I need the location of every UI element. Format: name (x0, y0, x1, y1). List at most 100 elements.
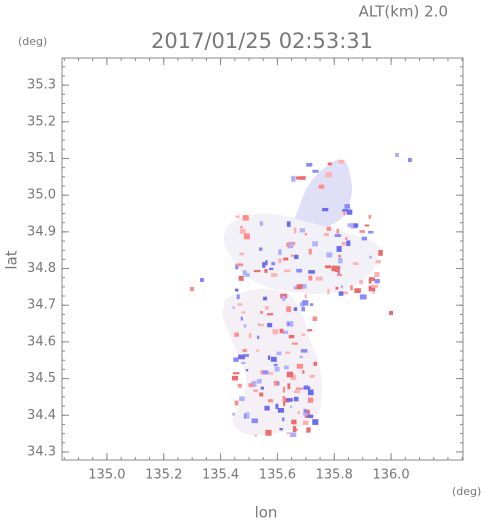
echo-speck (242, 270, 247, 276)
echo-speck (304, 294, 308, 299)
echo-speck (334, 266, 340, 273)
echo-speck (260, 370, 263, 375)
echo-speck (335, 286, 339, 290)
echo-speck (338, 160, 345, 164)
echo-speck (395, 153, 399, 157)
echo-speck (324, 265, 331, 269)
echo-speck (254, 434, 257, 437)
echo-area (292, 159, 353, 230)
echo-speck (292, 426, 297, 432)
echo-speck (286, 242, 290, 248)
echo-speck (287, 242, 294, 249)
echo-speck (269, 267, 274, 271)
echo-speck (293, 227, 297, 234)
echo-speck (260, 386, 264, 390)
echo-speck (282, 295, 286, 301)
echo-speck (270, 273, 278, 277)
echo-speck (301, 284, 307, 289)
echo-speck (340, 285, 344, 289)
echo-speck (239, 252, 245, 256)
echo-speck (375, 260, 381, 264)
echo-speck (343, 211, 346, 216)
echo-speck (243, 324, 247, 328)
echo-speck (293, 307, 298, 311)
echo-speck (240, 361, 246, 365)
echo-speck (368, 277, 375, 281)
echo-speck (240, 225, 243, 229)
echo-speck (336, 246, 342, 252)
echo-speck (242, 215, 249, 221)
echo-speck (241, 311, 246, 314)
x-axis-label: lon (255, 504, 278, 521)
echo-speck (283, 365, 289, 370)
echo-speck (301, 333, 305, 336)
echo-speck (264, 405, 270, 411)
echo-speck (233, 357, 239, 362)
echo-speck (277, 408, 285, 413)
echo-speck (259, 247, 263, 251)
echo-speck (306, 162, 313, 167)
echo-speck (278, 249, 282, 256)
echo-speck (286, 321, 294, 327)
echo-speck (238, 275, 244, 281)
echo-speck (291, 419, 297, 425)
echo-speck (313, 361, 317, 366)
echo-speck (285, 351, 291, 354)
y-tick-label: 35.0 (27, 188, 56, 203)
y-tick-label: 34.7 (27, 298, 56, 313)
echo-speck (267, 313, 274, 316)
echo-speck (308, 275, 313, 281)
echo-speck (253, 389, 258, 392)
echo-speck (232, 412, 235, 416)
y-tick-label: 35.1 (27, 151, 56, 166)
echo-speck (256, 349, 260, 352)
echo-speck (331, 265, 338, 272)
echo-speck (303, 409, 310, 415)
echo-speck (302, 370, 305, 374)
echo-speck (257, 323, 260, 326)
echo-speck (295, 387, 303, 390)
echo-speck (293, 285, 299, 290)
echo-speck (359, 280, 363, 284)
echo-speck (389, 311, 393, 315)
echo-speck (309, 374, 315, 378)
y-tick-label: 34.3 (27, 444, 56, 459)
echo-speck (295, 176, 302, 180)
echo-speck (308, 270, 315, 274)
echo-speck (326, 252, 333, 258)
echo-speck (256, 379, 262, 384)
echo-speck (256, 335, 260, 340)
echo-speck (361, 236, 368, 241)
echo-speck (200, 278, 204, 282)
y-axis-label: lat (3, 250, 21, 269)
echo-speck (368, 285, 376, 292)
echo-speck (378, 250, 383, 256)
x-tick-label: 135.6 (259, 468, 296, 483)
echo-speck (307, 389, 314, 396)
echo-speck (368, 215, 372, 219)
echo-speck (306, 427, 311, 433)
echo-speck (286, 432, 290, 435)
echo-speck (342, 209, 348, 212)
x-tick-label: 135.4 (202, 468, 239, 483)
echo-speck (258, 323, 265, 327)
echo-speck (338, 257, 343, 264)
echo-speck (307, 414, 314, 418)
echo-speck (234, 400, 239, 406)
echo-speck (296, 284, 303, 290)
echo-speck (318, 184, 325, 189)
echo-speck (251, 380, 257, 387)
echo-speck (251, 418, 258, 424)
echo-speck (291, 254, 294, 257)
echo-speck (240, 316, 243, 321)
echo-speck (300, 349, 308, 353)
y-unit: (deg) (18, 35, 47, 48)
echo-speck (288, 334, 295, 339)
echo-speck (238, 354, 245, 360)
echo-speck (272, 329, 278, 335)
echo-speck (278, 258, 282, 264)
echo-speck (368, 230, 374, 234)
echo-speck (245, 412, 250, 419)
echo-speck (236, 263, 244, 267)
